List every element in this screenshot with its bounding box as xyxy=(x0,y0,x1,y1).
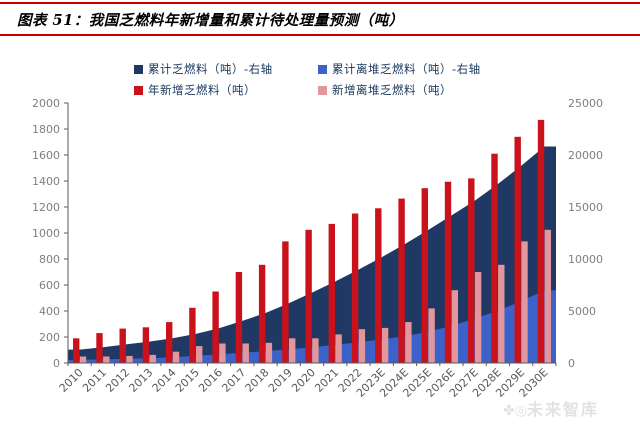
left-axis-tick-label: 0 xyxy=(53,357,60,370)
bar-series-1-2023E xyxy=(381,327,389,363)
bar-series-0-2015 xyxy=(189,307,196,364)
bar-series-1-2014 xyxy=(172,351,180,363)
header-bottom-rule xyxy=(0,34,640,36)
legend-swatch-icon xyxy=(134,64,143,74)
bar-series-0-2018 xyxy=(258,264,266,363)
bar-series-0-2012 xyxy=(119,328,126,363)
bar-series-1-2020 xyxy=(312,338,319,363)
x-axis-label: 2018 xyxy=(243,366,272,395)
x-axis-label: 2016 xyxy=(196,366,225,395)
bar-series-1-2025E xyxy=(428,308,435,363)
left-axis-tick-label: 800 xyxy=(39,253,60,266)
bar-series-1-2022 xyxy=(358,329,366,363)
legend-item-2: 年新增乏燃料（吨） xyxy=(134,83,256,97)
bar-series-1-2021 xyxy=(335,334,342,363)
page-title: 图表 51：我国乏燃料年新增量和累计待处理量预测（吨） xyxy=(17,12,404,29)
legend-swatch-icon xyxy=(134,85,143,95)
bar-series-0-2020 xyxy=(305,229,312,364)
bar-series-1-2011 xyxy=(103,356,110,363)
left-axis-tick-label: 600 xyxy=(39,279,60,292)
bar-series-0-2013 xyxy=(142,327,150,364)
bar-series-1-2028E xyxy=(498,264,505,363)
left-axis-tick-label: 1800 xyxy=(32,123,60,136)
right-axis-tick-label: 25000 xyxy=(568,97,603,110)
bar-series-0-2014 xyxy=(166,322,173,363)
x-axis-label: 2014 xyxy=(150,366,179,395)
header-top-rule xyxy=(0,2,640,4)
legend-label: 累计离堆乏燃料（吨）-右轴 xyxy=(332,62,481,76)
bar-series-1-2026E xyxy=(451,290,458,363)
bar-series-0-2016 xyxy=(212,291,219,363)
legend-item-1: 累计离堆乏燃料（吨）-右轴 xyxy=(318,62,481,76)
bar-series-1-2010 xyxy=(79,356,87,363)
right-axis-tick-label: 10000 xyxy=(568,253,603,266)
left-axis-tick-label: 1000 xyxy=(32,227,60,240)
bar-series-0-2027E xyxy=(468,178,475,363)
legend-label: 累计乏燃料（吨）-右轴 xyxy=(148,62,273,76)
left-axis-tick-label: 200 xyxy=(39,331,60,344)
bar-series-1-2015 xyxy=(196,346,203,363)
x-axis-label: 2021 xyxy=(312,366,341,395)
circle-logo-icon: ◎ xyxy=(514,403,527,419)
bar-series-0-2026E xyxy=(444,181,452,363)
x-axis-label: 2015 xyxy=(173,366,202,395)
left-axis-tick-label: 1400 xyxy=(32,175,60,188)
bar-series-1-2018 xyxy=(265,342,273,363)
bar-series-1-2013 xyxy=(149,354,156,363)
bar-series-0-2023E xyxy=(375,208,382,363)
x-axis-label: 2019 xyxy=(266,366,295,395)
legend-swatch-icon xyxy=(318,85,327,95)
bar-series-1-2027E xyxy=(474,272,482,363)
bar-series-0-2029E xyxy=(514,136,521,363)
bar-series-0-2022 xyxy=(351,213,359,363)
right-axis-tick-label: 20000 xyxy=(568,149,603,162)
x-axis-label: 2011 xyxy=(80,366,109,395)
legend-swatch-icon xyxy=(318,64,327,74)
right-axis-tick-label: 5000 xyxy=(568,305,596,318)
bar-series-0-2028E xyxy=(491,153,498,363)
bar-series-0-2021 xyxy=(328,223,335,363)
left-axis-tick-label: 2000 xyxy=(32,97,60,110)
legend-item-0: 累计乏燃料（吨）-右轴 xyxy=(134,62,273,76)
left-axis-tick-label: 400 xyxy=(39,305,60,318)
watermark: ✤◎未来智库 xyxy=(503,396,599,420)
x-axis-label: 2012 xyxy=(103,366,132,395)
chart-area: 0 200 400 600 800 1000 1200 1400 1600 1800 2000 0 50… xyxy=(0,95,640,432)
legend-label: 年新增乏燃料（吨） xyxy=(148,83,256,97)
legend-item-3: 新增离堆乏燃料（吨） xyxy=(318,83,452,97)
x-axis-label: 2020 xyxy=(289,366,318,395)
legend-label: 新增离堆乏燃料（吨） xyxy=(332,83,452,97)
left-axis-tick-label: 1200 xyxy=(32,201,60,214)
bar-series-0-2017 xyxy=(235,272,243,363)
bar-series-1-2030E xyxy=(544,229,551,364)
clover-icon: ✤ xyxy=(503,403,515,419)
x-axis-label: 2017 xyxy=(219,366,248,395)
bar-series-0-2011 xyxy=(96,333,103,363)
bar-series-1-2024E xyxy=(405,322,412,363)
bar-series-0-2019 xyxy=(282,241,289,363)
bar-series-0-2010 xyxy=(73,338,80,363)
bar-series-0-2025E xyxy=(421,188,428,363)
bar-series-1-2019 xyxy=(289,338,296,363)
combo-chart: 0200400600800100012001400160018002000050… xyxy=(32,97,603,400)
x-axis-label: 2010 xyxy=(57,366,86,395)
bar-series-0-2024E xyxy=(398,198,405,363)
bar-series-1-2012 xyxy=(126,355,133,363)
bar-series-1-2016 xyxy=(219,343,226,363)
right-axis-tick-label: 0 xyxy=(568,357,575,370)
right-axis-tick-label: 15000 xyxy=(568,201,603,214)
bar-series-1-2029E xyxy=(521,241,528,363)
watermark-text: 未来智库 xyxy=(526,400,599,419)
x-axis-label: 2013 xyxy=(126,366,155,395)
bar-series-0-2030E xyxy=(537,119,545,364)
left-axis-tick-label: 1600 xyxy=(32,149,60,162)
bar-series-1-2017 xyxy=(242,343,249,363)
